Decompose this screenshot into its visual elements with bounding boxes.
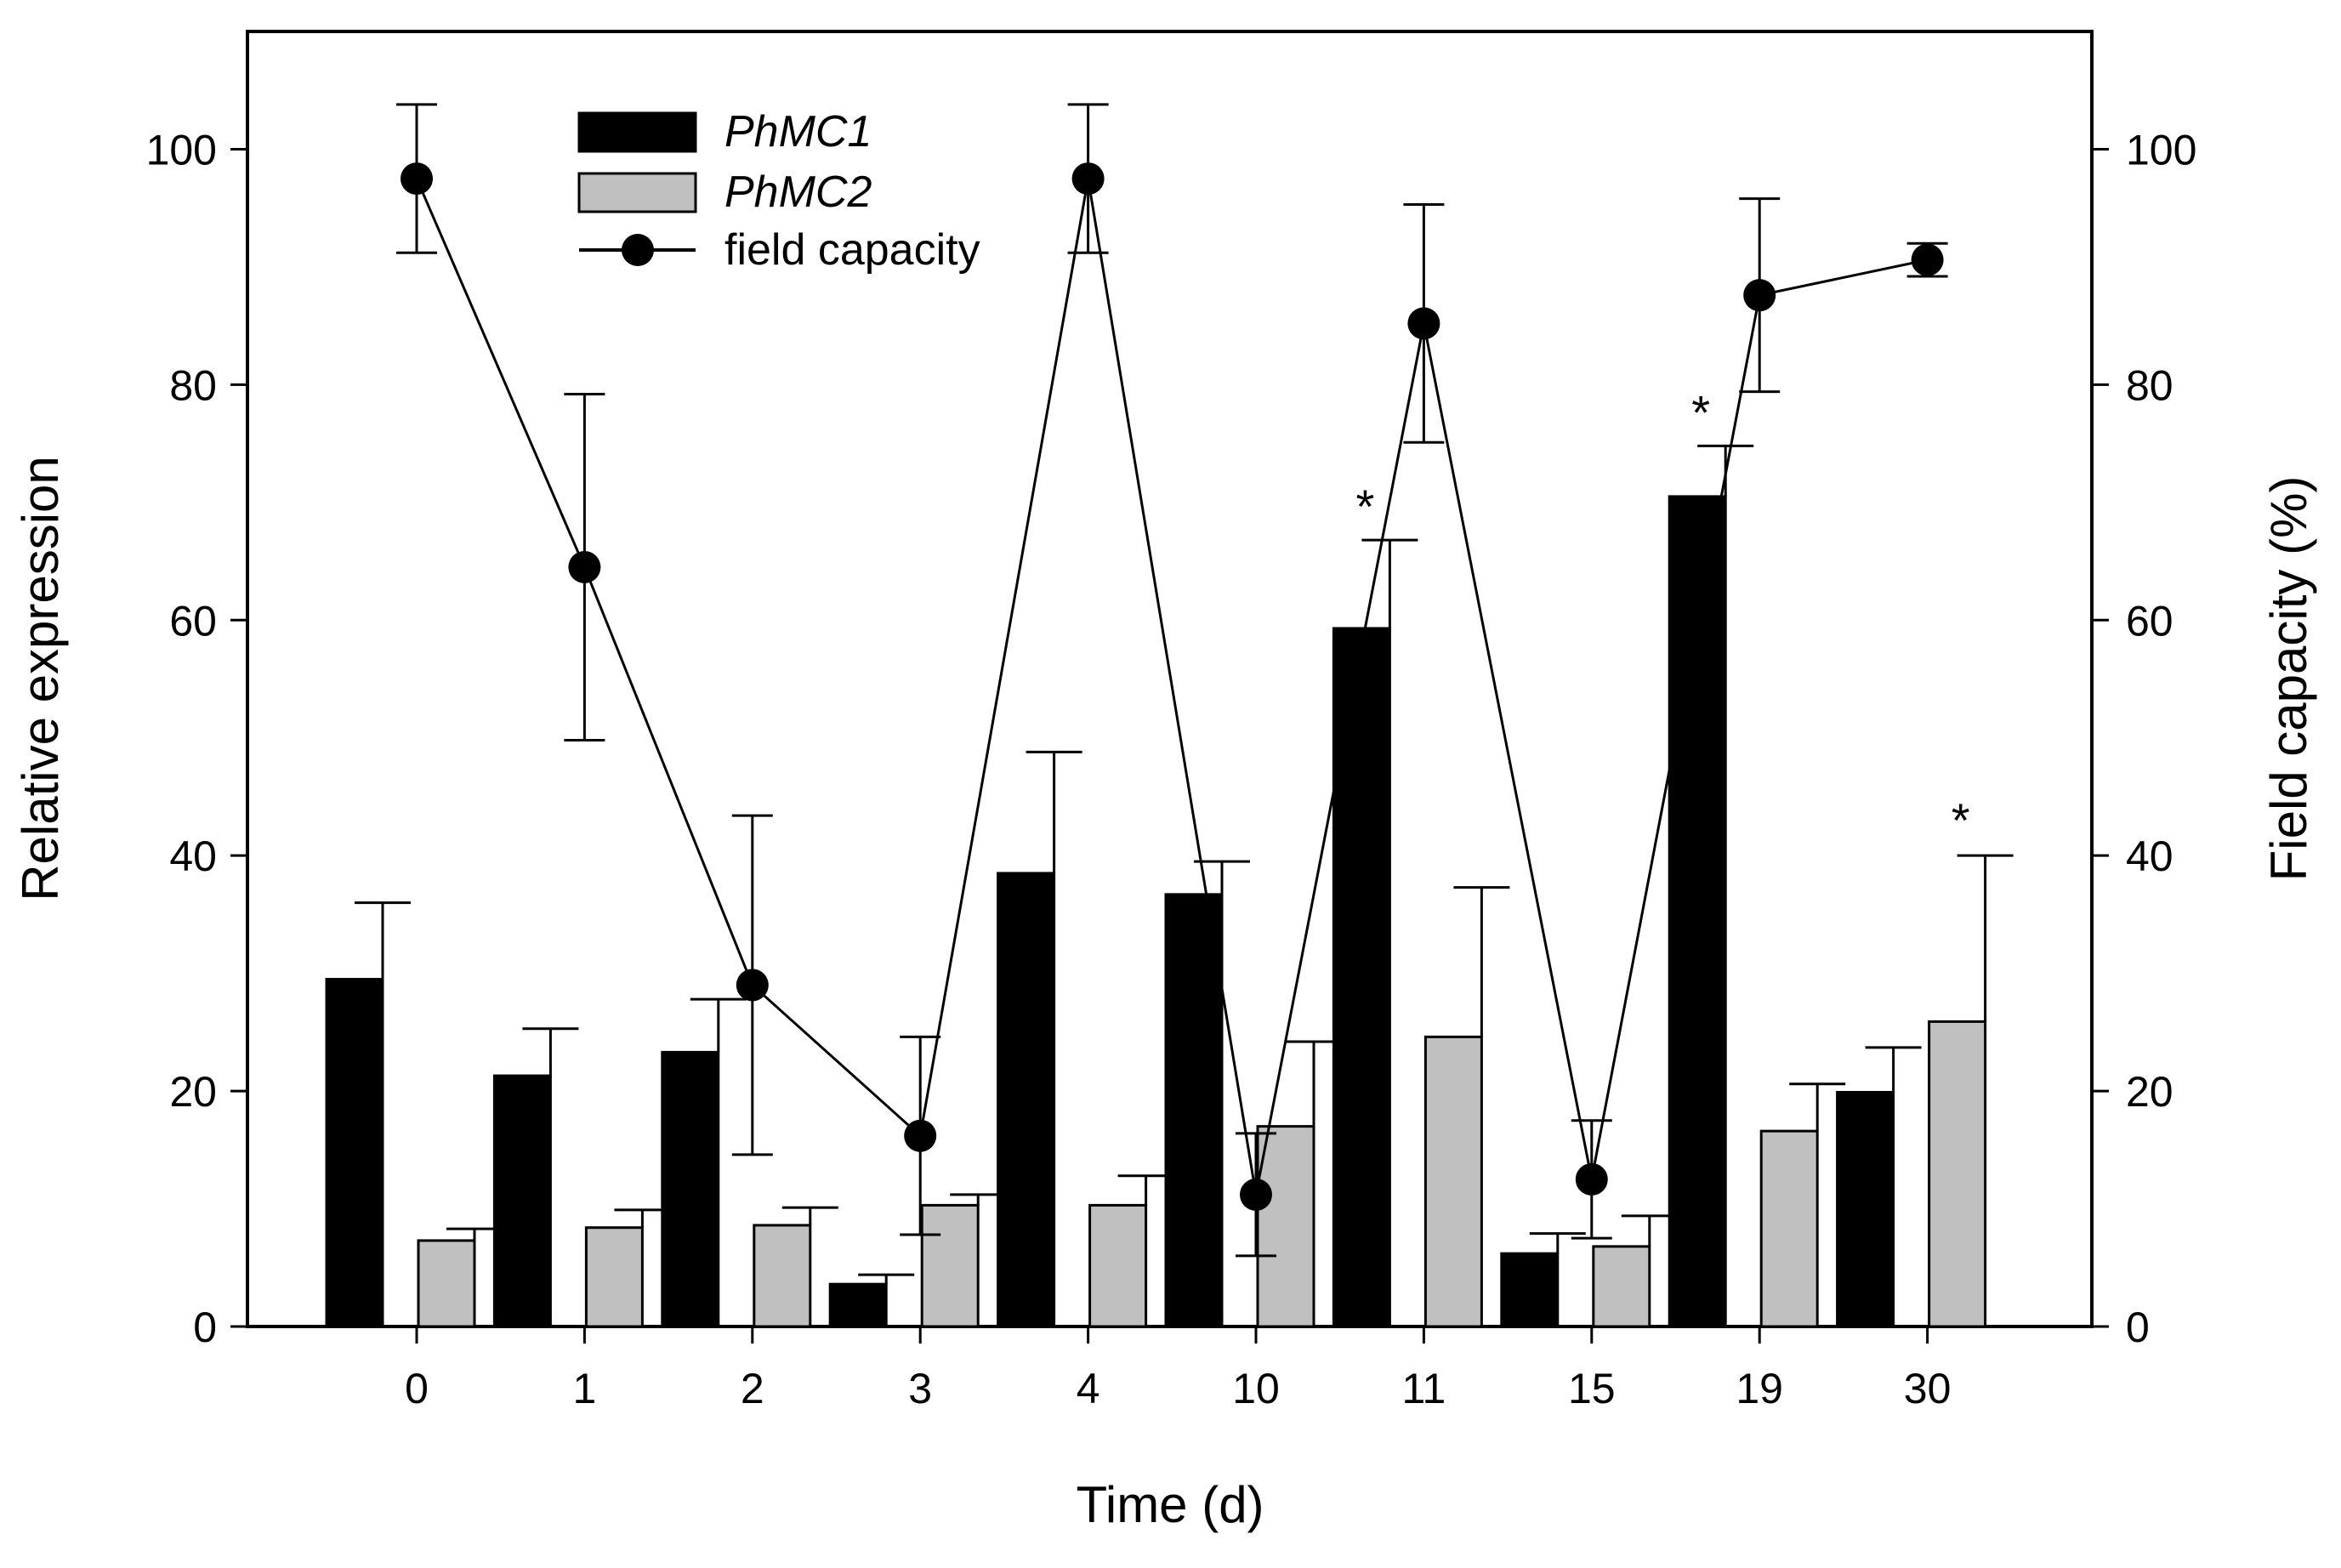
- field-capacity-point-19: [1743, 279, 1776, 312]
- bar-phmc1-10: [1164, 893, 1224, 1328]
- field-capacity-point-0: [401, 162, 433, 196]
- legend-label-phmc2: PhMC2: [724, 168, 872, 217]
- bar-layer: [325, 495, 1987, 1328]
- bar-phmc1-11: [1332, 627, 1391, 1328]
- y2-tick-label-0: 0: [2126, 1304, 2150, 1351]
- field-capacity-point-15: [1575, 1162, 1608, 1196]
- y-tick-label-40: 40: [169, 832, 217, 880]
- y-axis-title: Relative expression: [12, 456, 69, 901]
- field-capacity-point-30: [1911, 243, 1944, 276]
- legend-swatch-phmc2: [577, 172, 697, 213]
- bar-phmc2-3: [920, 1203, 980, 1328]
- bar-phmc1-19: [1668, 495, 1727, 1328]
- y-tick-label-60: 60: [169, 597, 217, 645]
- star-phmc1-11: *: [1356, 480, 1375, 533]
- bar-phmc2-10: [1256, 1125, 1315, 1328]
- legend-label-phmc1: PhMC1: [724, 107, 872, 156]
- x-tick-label-30: 30: [1904, 1365, 1952, 1412]
- bar-phmc1-4: [997, 872, 1056, 1328]
- field-capacity-point-11: [1407, 307, 1440, 340]
- bar-phmc1-15: [1500, 1252, 1560, 1328]
- y2-tick-label-60: 60: [2126, 597, 2173, 645]
- field-capacity-layer: [401, 162, 1944, 1211]
- field-capacity-line: [415, 178, 1928, 1196]
- axes-layer: 0 1 2 3 4 10 11 15 19 30 0 20 40 60 80 100 0 20 40 60 80 100: [146, 126, 2197, 1412]
- field-capacity-point-2: [736, 969, 769, 1002]
- star-phmc2-30: *: [1952, 793, 1970, 847]
- bar-phmc2-4: [1088, 1203, 1148, 1328]
- bar-phmc2-11: [1423, 1035, 1483, 1328]
- field-capacity-point-1: [568, 550, 601, 583]
- y2-tick-label-100: 100: [2126, 126, 2196, 173]
- legend: PhMC1 PhMC2 field capacity: [577, 107, 980, 275]
- y-tick-label-20: 20: [169, 1068, 217, 1116]
- star-phmc1-19: *: [1691, 385, 1710, 439]
- field-capacity-point-10: [1240, 1178, 1272, 1211]
- x-tick-label-3: 3: [908, 1365, 932, 1412]
- legend-label-field-capacity: field capacity: [724, 225, 980, 275]
- x-tick-label-1: 1: [572, 1365, 596, 1412]
- bar-phmc1-2: [661, 1050, 720, 1328]
- significance-layer: * * *: [1356, 385, 1970, 847]
- x-tick-label-15: 15: [1568, 1365, 1616, 1412]
- bar-phmc2-2: [753, 1224, 812, 1328]
- legend-swatch-phmc1: [577, 111, 697, 153]
- x-tick-label-19: 19: [1736, 1365, 1783, 1412]
- bar-phmc1-1: [492, 1074, 552, 1328]
- y2-tick-label-40: 40: [2126, 832, 2173, 880]
- bar-phmc2-0: [417, 1239, 476, 1328]
- x-tick-label-2: 2: [741, 1365, 764, 1412]
- bar-phmc2-15: [1592, 1245, 1651, 1328]
- bar-phmc1-3: [828, 1282, 888, 1328]
- field-capacity-point-3: [904, 1119, 937, 1152]
- x-tick-label-4: 4: [1077, 1365, 1100, 1412]
- bar-phmc1-0: [325, 978, 384, 1328]
- bar-phmc2-30: [1928, 1020, 1987, 1328]
- x-tick-label-0: 0: [405, 1365, 429, 1412]
- y2-tick-label-80: 80: [2126, 361, 2173, 409]
- y-tick-label-0: 0: [193, 1304, 217, 1351]
- y-tick-label-100: 100: [146, 126, 217, 173]
- y2-axis-title: Field capacity (%): [2260, 476, 2317, 882]
- field-capacity-point-4: [1071, 162, 1105, 196]
- y-tick-label-80: 80: [169, 361, 217, 409]
- legend-marker-field-capacity: [622, 234, 654, 266]
- y2-tick-label-20: 20: [2126, 1068, 2173, 1116]
- bar-phmc1-30: [1836, 1090, 1895, 1328]
- x-tick-label-11: 11: [1401, 1365, 1446, 1412]
- bar-phmc2-1: [584, 1226, 644, 1328]
- x-tick-label-10: 10: [1232, 1365, 1280, 1412]
- x-axis-title: Time (d): [1076, 1476, 1264, 1533]
- bar-phmc2-19: [1759, 1129, 1819, 1328]
